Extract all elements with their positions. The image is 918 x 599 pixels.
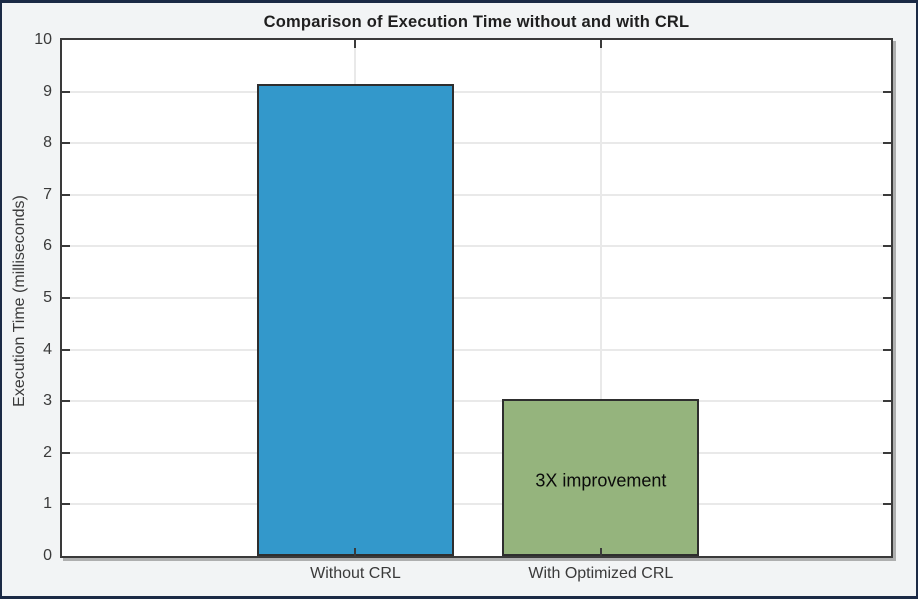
x-tick-label-2: With Optimized CRL bbox=[528, 565, 674, 582]
y-tick-label-7: 7 bbox=[43, 185, 52, 203]
y-tick-label-10: 10 bbox=[34, 31, 52, 48]
y-tick-4 bbox=[62, 348, 70, 351]
h-gridline-2 bbox=[62, 451, 891, 454]
y-tick-6 bbox=[883, 245, 891, 248]
h-gridline-6 bbox=[62, 245, 891, 248]
y-tick-4 bbox=[883, 348, 891, 351]
x-tick-2 bbox=[599, 40, 602, 48]
h-gridline-1 bbox=[62, 503, 891, 506]
y-tick-9 bbox=[883, 90, 891, 93]
y-tick-2 bbox=[883, 451, 891, 454]
y-tick-label-3: 3 bbox=[43, 392, 52, 410]
x-tick-label-1: Without CRL bbox=[310, 565, 401, 582]
y-tick-label-2: 2 bbox=[43, 443, 52, 461]
y-tick-label-6: 6 bbox=[43, 237, 52, 255]
v-gridline-2 bbox=[599, 40, 602, 556]
x-tick-1 bbox=[354, 548, 357, 556]
h-gridline-3 bbox=[62, 400, 891, 403]
chart-title: Comparison of Execution Time without and… bbox=[263, 13, 690, 31]
annotation-3x-improvement: 3X improvement bbox=[535, 470, 667, 491]
y-tick-7 bbox=[62, 193, 70, 196]
y-tick-1 bbox=[62, 503, 70, 506]
y-tick-6 bbox=[62, 245, 70, 248]
y-tick-label-1: 1 bbox=[43, 495, 52, 513]
y-tick-7 bbox=[883, 193, 891, 196]
y-tick-5 bbox=[62, 297, 70, 299]
y-tick-label-5: 5 bbox=[43, 289, 52, 306]
h-gridline-5 bbox=[62, 297, 891, 299]
y-tick-5 bbox=[883, 297, 891, 299]
y-tick-3 bbox=[62, 400, 70, 403]
y-tick-label-4: 4 bbox=[43, 340, 52, 358]
bar-with-optimized-crl bbox=[502, 398, 700, 556]
h-gridline-7 bbox=[62, 193, 891, 196]
y-tick-8 bbox=[883, 142, 891, 145]
bar-without-crl bbox=[256, 83, 454, 556]
y-tick-2 bbox=[62, 451, 70, 454]
y-tick-label-9: 9 bbox=[43, 82, 52, 100]
plot-area: 3X improvement bbox=[60, 38, 893, 558]
x-tick-1 bbox=[354, 40, 357, 48]
y-tick-8 bbox=[62, 142, 70, 145]
y-tick-1 bbox=[883, 503, 891, 506]
y-tick-label-0: 0 bbox=[43, 547, 52, 564]
x-tick-2 bbox=[599, 548, 602, 556]
h-gridline-9 bbox=[62, 90, 891, 93]
y-tick-label-8: 8 bbox=[43, 134, 52, 152]
y-tick-3 bbox=[883, 400, 891, 403]
h-gridline-4 bbox=[62, 348, 891, 351]
y-tick-9 bbox=[62, 90, 70, 93]
h-gridline-8 bbox=[62, 142, 891, 145]
